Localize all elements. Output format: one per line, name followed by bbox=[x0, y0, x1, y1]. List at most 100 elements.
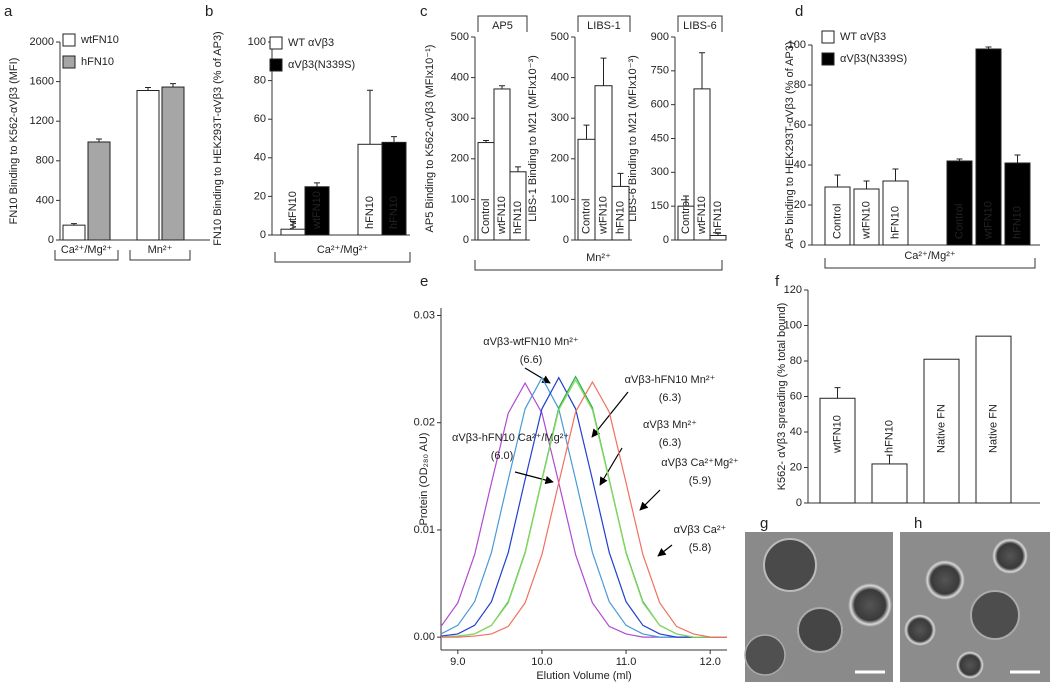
bar-label: wtFN10 bbox=[311, 191, 323, 230]
bar-label: Control bbox=[953, 204, 965, 239]
bar bbox=[280, 228, 306, 236]
bracket bbox=[54, 250, 119, 261]
legend-swatch bbox=[269, 36, 283, 50]
error-bar bbox=[170, 83, 176, 88]
y-tick-label: 300 bbox=[651, 166, 669, 178]
y-tick-label: 150 bbox=[651, 200, 669, 212]
subplot-title: AP5 bbox=[492, 20, 513, 32]
y-tick-label: 0.02 bbox=[414, 417, 435, 429]
y-tick-label: 100 bbox=[788, 39, 806, 51]
legend-label: αVβ3(N339S) bbox=[840, 53, 907, 65]
y-tick-label: 60 bbox=[794, 119, 806, 131]
bar-label: wtFN10 bbox=[860, 201, 872, 240]
bar bbox=[136, 90, 160, 241]
elution-curve bbox=[440, 375, 727, 638]
y-axis-label: AP5 Binding to K562-αVβ3 (MFIx10⁻¹) bbox=[424, 45, 436, 233]
error-bar bbox=[715, 232, 721, 236]
error-bar bbox=[145, 87, 151, 91]
error-bar bbox=[834, 387, 841, 399]
y-axis-label: FN10 Binding to HEK293T-αVβ3 (% of AP3) bbox=[212, 31, 224, 245]
error-bar bbox=[699, 52, 705, 89]
y-tick-label: 0 bbox=[796, 497, 802, 509]
y-tick-label: 400 bbox=[551, 72, 569, 84]
panel-letter: e bbox=[420, 273, 428, 290]
y-tick-label: 100 bbox=[551, 193, 569, 205]
legend-swatch bbox=[821, 52, 835, 66]
annotation-arrow bbox=[657, 544, 673, 557]
y-tick-label: 100 bbox=[451, 193, 469, 205]
elution-curve bbox=[441, 380, 727, 638]
bar bbox=[1004, 162, 1031, 246]
y-tick-label: 500 bbox=[451, 31, 469, 43]
error-bar bbox=[96, 138, 102, 142]
bar-label: wtFN10 bbox=[496, 196, 508, 235]
y-tick-label: 0 bbox=[663, 234, 669, 246]
bar bbox=[87, 141, 111, 241]
annotation-arrow bbox=[639, 489, 661, 511]
y-tick-label: 1600 bbox=[30, 76, 54, 88]
bracket bbox=[577, 15, 631, 32]
curve-label: αVβ3-wtFN10 Mn²⁺ bbox=[483, 336, 579, 348]
legend-label: αVβ3(N339S) bbox=[288, 59, 355, 71]
error-bar bbox=[834, 174, 841, 187]
y-tick-label: 100 bbox=[248, 36, 266, 48]
legend-label: wtFN10 bbox=[80, 34, 119, 46]
error-bar bbox=[985, 46, 992, 49]
curve-label: αVβ3 Ca²⁺ bbox=[674, 524, 727, 536]
error-bar bbox=[683, 195, 689, 207]
panel-letter: g bbox=[760, 515, 768, 532]
error-bar bbox=[617, 172, 624, 187]
group-label: Ca²⁺/Mg²⁺ bbox=[904, 250, 956, 262]
legend-swatch bbox=[62, 33, 76, 47]
curve-annotation: (6.6) bbox=[520, 354, 543, 366]
bar-label: Control bbox=[580, 199, 592, 234]
bar bbox=[819, 397, 856, 504]
error-bar bbox=[290, 220, 296, 230]
micrograph-g bbox=[744, 532, 893, 682]
y-tick-label: 100 bbox=[784, 319, 802, 331]
error-bar bbox=[886, 454, 893, 464]
panel-letter: f bbox=[775, 273, 780, 290]
bar bbox=[975, 335, 1012, 504]
y-axis-label: AP5 binding to HEK293T-αVβ3 (% of AP3) bbox=[784, 41, 796, 248]
elution-curve bbox=[440, 376, 727, 638]
bracket bbox=[477, 15, 528, 32]
bar-label: hFN10 bbox=[512, 201, 524, 234]
x-tick-label: Ca²⁺/Mg²⁺ bbox=[61, 244, 113, 256]
y-tick-label: 750 bbox=[651, 65, 669, 77]
y-tick-label: 60 bbox=[790, 390, 802, 402]
bar-label: Control bbox=[831, 204, 843, 239]
panel-letter: a bbox=[4, 3, 13, 20]
y-tick-label: 0.03 bbox=[414, 309, 435, 321]
legend-label: WT αVβ3 bbox=[288, 37, 334, 49]
error-bar bbox=[892, 168, 899, 181]
error-bar bbox=[391, 136, 397, 143]
x-tick-label: 11.0 bbox=[616, 656, 637, 668]
annotation-arrow bbox=[514, 471, 554, 485]
y-tick-label: 0.00 bbox=[414, 631, 435, 643]
bracket bbox=[677, 15, 723, 32]
bar bbox=[709, 234, 727, 241]
x-tick-label: 10.0 bbox=[531, 656, 552, 668]
bar bbox=[871, 463, 908, 504]
y-tick-label: 20 bbox=[254, 190, 266, 202]
y-axis-label: Protein (OD₂₈₀ AU) bbox=[418, 433, 430, 526]
legend-swatch bbox=[269, 58, 283, 72]
bar-label: hFN10 bbox=[889, 206, 901, 239]
curve-label: αVβ3 Ca²⁺Mg²⁺ bbox=[661, 457, 739, 469]
bar bbox=[161, 86, 185, 241]
bar bbox=[304, 186, 330, 236]
bar-label: wtFN10 bbox=[696, 196, 708, 235]
bar-label: Native FN bbox=[935, 404, 947, 453]
y-tick-label: 1200 bbox=[30, 115, 54, 127]
y-tick-label: 200 bbox=[551, 153, 569, 165]
legend-label: WT αVβ3 bbox=[840, 31, 886, 43]
curve-label: αVβ3-hFN10 Mn²⁺ bbox=[625, 374, 716, 386]
y-tick-label: 600 bbox=[651, 99, 669, 111]
y-tick-label: 300 bbox=[551, 112, 569, 124]
y-tick-label: 40 bbox=[790, 426, 802, 438]
x-tick-label: 9.0 bbox=[450, 656, 465, 668]
curve-annotation: (6.3) bbox=[659, 437, 682, 449]
group-label: Ca²⁺/Mg²⁺ bbox=[317, 244, 369, 256]
bracket bbox=[824, 258, 1036, 269]
